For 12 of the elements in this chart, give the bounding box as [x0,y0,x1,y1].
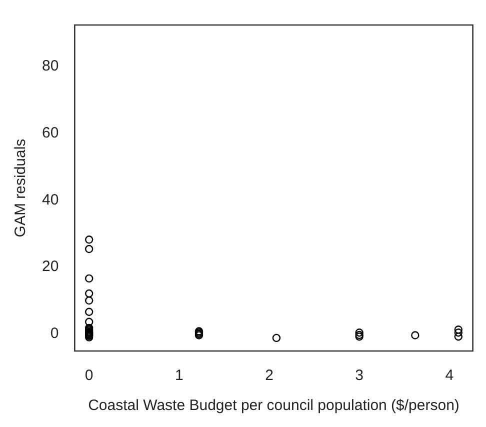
y-tick-label: 60 [42,124,59,142]
x-axis-title: Coastal Waste Budget per council population ($/person) [88,397,460,414]
x-tick-label: 2 [265,367,274,384]
y-tick-label: 40 [42,191,59,208]
x-tick-label: 3 [355,367,364,384]
y-tick-label: 0 [50,325,59,342]
x-tick-label: 0 [84,367,94,384]
y-axis-title: GAM residuals [12,138,30,238]
x-tick-label: 4 [445,367,454,384]
y-tick-label: 20 [42,258,59,276]
y-tick-label: 80 [42,58,59,75]
x-tick-label: 1 [174,367,184,384]
